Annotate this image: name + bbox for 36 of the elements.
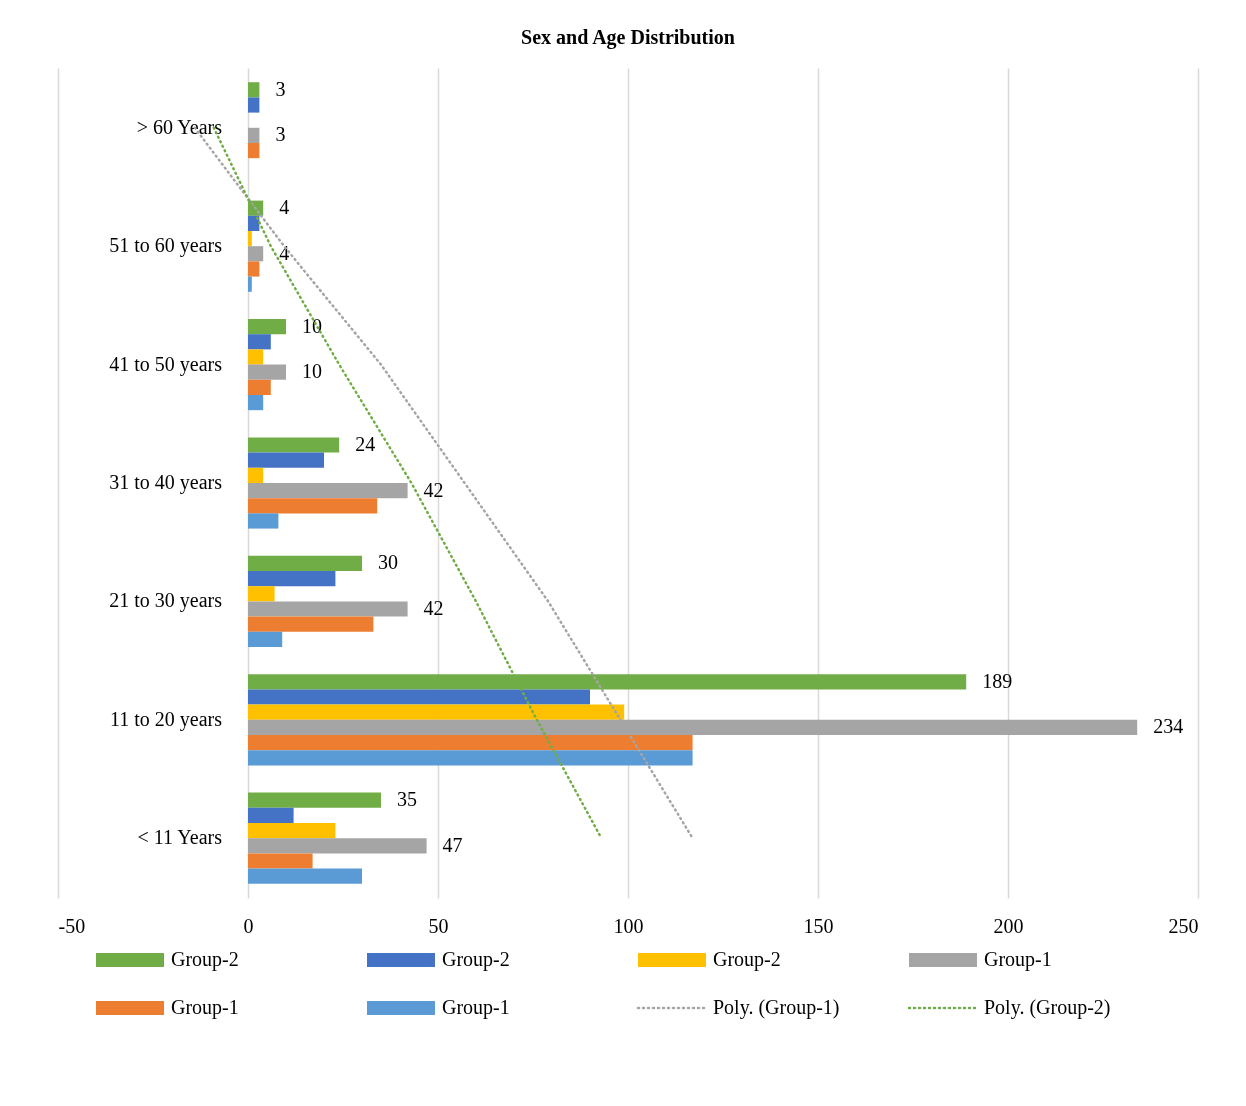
legend-label: Group-2 [171,948,239,971]
data-label: 189 [982,669,1013,692]
chart-title: Sex and Age Distribution [521,26,735,49]
x-tick-label: 0 [243,914,254,937]
data-label: 24 [355,433,376,456]
x-tick-label: 250 [1168,914,1199,937]
y-tick-label: < 11 Years [137,826,223,849]
y-tick-label: 51 to 60 years [109,234,223,258]
legend-label: Group-1 [442,996,510,1019]
data-label: 4 [279,196,290,219]
data-label: 30 [378,551,398,574]
data-label: 234 [1153,715,1184,738]
legend-label: Group-2 [442,948,510,971]
x-tick-label: 150 [803,914,834,937]
legend-label: Group-2 [713,948,781,971]
data-label: 3 [275,123,286,146]
legend-label: Poly. (Group-2) [984,996,1111,1019]
data-label: 3 [275,77,286,100]
x-tick-label: 50 [428,914,449,937]
data-label: 10 [302,314,322,337]
y-tick-label: > 60 Years [136,115,223,138]
legend-label: Group-1 [984,948,1052,971]
y-tick-label: 31 to 40 years [109,471,223,494]
data-label: 42 [423,597,444,619]
y-tick-label: 21 to 30 years [109,589,223,613]
x-tick-label: 200 [993,914,1024,937]
data-label: 10 [302,360,322,383]
y-tick-label: 41 to 50 years [109,352,223,376]
legend-label: Poly. (Group-1) [713,996,840,1019]
y-tick-label: 11 to 20 years [109,707,223,731]
data-label: 35 [397,788,417,811]
legend-label: Group-1 [171,996,239,1019]
x-tick-label: -50 [58,914,86,937]
x-tick-label: 100 [613,914,644,937]
data-label: 47 [442,833,463,856]
data-label: 42 [423,478,444,501]
